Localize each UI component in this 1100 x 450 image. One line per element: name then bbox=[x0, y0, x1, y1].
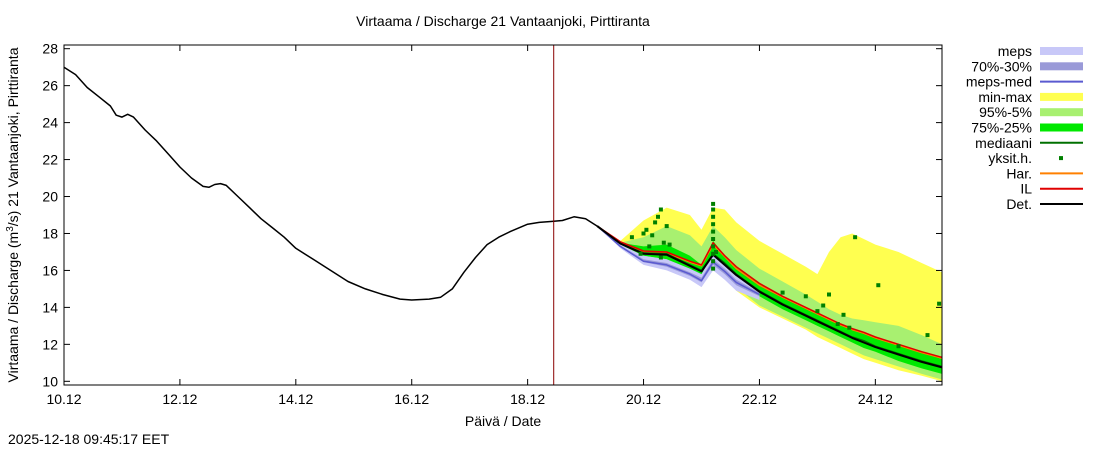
legend: meps70%-30%meps-medmin-max95%-5%75%-25%m… bbox=[966, 43, 1083, 212]
legend-label-meps: meps bbox=[998, 43, 1032, 59]
yksit-point bbox=[714, 250, 718, 254]
y-tick-label: 20 bbox=[42, 189, 58, 205]
yksit-point bbox=[658, 255, 663, 260]
x-tick-label: 14.12 bbox=[278, 391, 313, 407]
yksit-point bbox=[847, 325, 852, 330]
x-tick-label: 18.12 bbox=[510, 391, 545, 407]
x-tick-label: 24.12 bbox=[858, 391, 893, 407]
yksit-point bbox=[658, 207, 663, 212]
legend-swatch-meps_30 bbox=[1040, 62, 1083, 71]
legend-label-p75_25: 75%-25% bbox=[971, 120, 1032, 136]
legend-swatch-minmax bbox=[1040, 92, 1083, 101]
yksit-point bbox=[711, 237, 716, 241]
y-tick-label: 24 bbox=[42, 115, 58, 131]
yksit-point bbox=[780, 290, 785, 295]
yksit-point bbox=[711, 251, 716, 256]
yksit-point bbox=[853, 235, 858, 240]
legend-swatch-p95_5 bbox=[1040, 108, 1083, 117]
line-il bbox=[596, 225, 943, 359]
plot-layer bbox=[63, 45, 943, 385]
legend-label-minmax: min-max bbox=[978, 89, 1032, 105]
line-det bbox=[596, 225, 943, 369]
yksit-point bbox=[667, 242, 672, 247]
line-har bbox=[596, 225, 943, 359]
yksit-point bbox=[827, 292, 831, 297]
legend-label-det: Det. bbox=[1006, 196, 1032, 212]
legend-swatch-p75_25 bbox=[1040, 123, 1083, 132]
yksit-point bbox=[937, 301, 942, 306]
timestamp: 2025-12-18 09:45:17 EET bbox=[8, 431, 170, 447]
yksit-point bbox=[711, 259, 716, 264]
y-tick-label: 10 bbox=[42, 373, 58, 389]
legend-label-p95_5: 95%-5% bbox=[979, 104, 1032, 120]
yksit-point bbox=[711, 207, 716, 212]
x-tick-label: 16.12 bbox=[394, 391, 429, 407]
legend-label-yksit: yksit.h. bbox=[988, 150, 1032, 166]
yksit-point bbox=[711, 266, 716, 271]
y-axis-label: Virtaama / Discharge (m3/s) 21 Vantaanjo… bbox=[5, 47, 21, 382]
yksit-point bbox=[629, 235, 634, 240]
axis-layer: 10.12 12.12 14.12 16.12 18.12 20.12 22.12 24.12… bbox=[42, 41, 942, 407]
x-tick-label: 20.12 bbox=[626, 391, 661, 407]
yksit-point bbox=[664, 224, 669, 229]
y-tick-label: 18 bbox=[42, 225, 58, 241]
x-tick-label: 12.12 bbox=[162, 391, 197, 407]
yksit-point bbox=[653, 220, 658, 225]
band-meps bbox=[597, 226, 760, 300]
plot-frame bbox=[63, 44, 943, 386]
yksit-point bbox=[821, 303, 826, 308]
yksit-point bbox=[647, 244, 652, 249]
yksit-point bbox=[835, 322, 840, 326]
x-tick-label: 10.12 bbox=[46, 391, 81, 407]
yksit-point bbox=[711, 201, 716, 206]
yksit-point bbox=[711, 244, 716, 249]
yksit-point bbox=[711, 222, 716, 227]
legend-label-har: Har. bbox=[1006, 165, 1032, 181]
chart-title: Virtaama / Discharge 21 Vantaanjoki, Pir… bbox=[356, 13, 650, 29]
legend-label-meps_med: meps-med bbox=[966, 74, 1032, 90]
legend-label-mediaani: mediaani bbox=[975, 135, 1032, 151]
yksit-point bbox=[638, 251, 643, 256]
y-tick-label: 26 bbox=[42, 78, 58, 94]
yksit-point bbox=[711, 214, 716, 219]
yksit-point bbox=[841, 312, 846, 317]
line-observed bbox=[63, 66, 598, 301]
yksit-point bbox=[803, 294, 808, 299]
legend-label-meps_30: 70%-30% bbox=[971, 58, 1032, 74]
yksit-point bbox=[925, 333, 930, 338]
legend-swatch-meps bbox=[1040, 47, 1083, 55]
yksit-point bbox=[644, 227, 649, 232]
y-tick-label: 28 bbox=[42, 41, 58, 57]
y-tick-label: 22 bbox=[42, 152, 58, 168]
x-axis-label: Päivä / Date bbox=[465, 413, 541, 429]
x-tick-label: 22.12 bbox=[742, 391, 777, 407]
y-tick-label: 12 bbox=[42, 336, 58, 352]
yksit-point bbox=[815, 309, 820, 314]
y-tick-label: 16 bbox=[42, 262, 58, 278]
yksit-point bbox=[711, 229, 716, 234]
line-meps-med bbox=[596, 225, 760, 296]
yksit-point bbox=[641, 231, 646, 236]
yksit-point bbox=[876, 283, 881, 288]
legend-swatch-yksit bbox=[1059, 156, 1063, 161]
yksit-point bbox=[656, 214, 660, 219]
yksit-point bbox=[661, 240, 666, 245]
legend-label-il: IL bbox=[1020, 181, 1032, 197]
yksit-point bbox=[650, 233, 655, 238]
y-tick-label: 14 bbox=[42, 299, 58, 315]
yksit-point bbox=[896, 344, 901, 349]
